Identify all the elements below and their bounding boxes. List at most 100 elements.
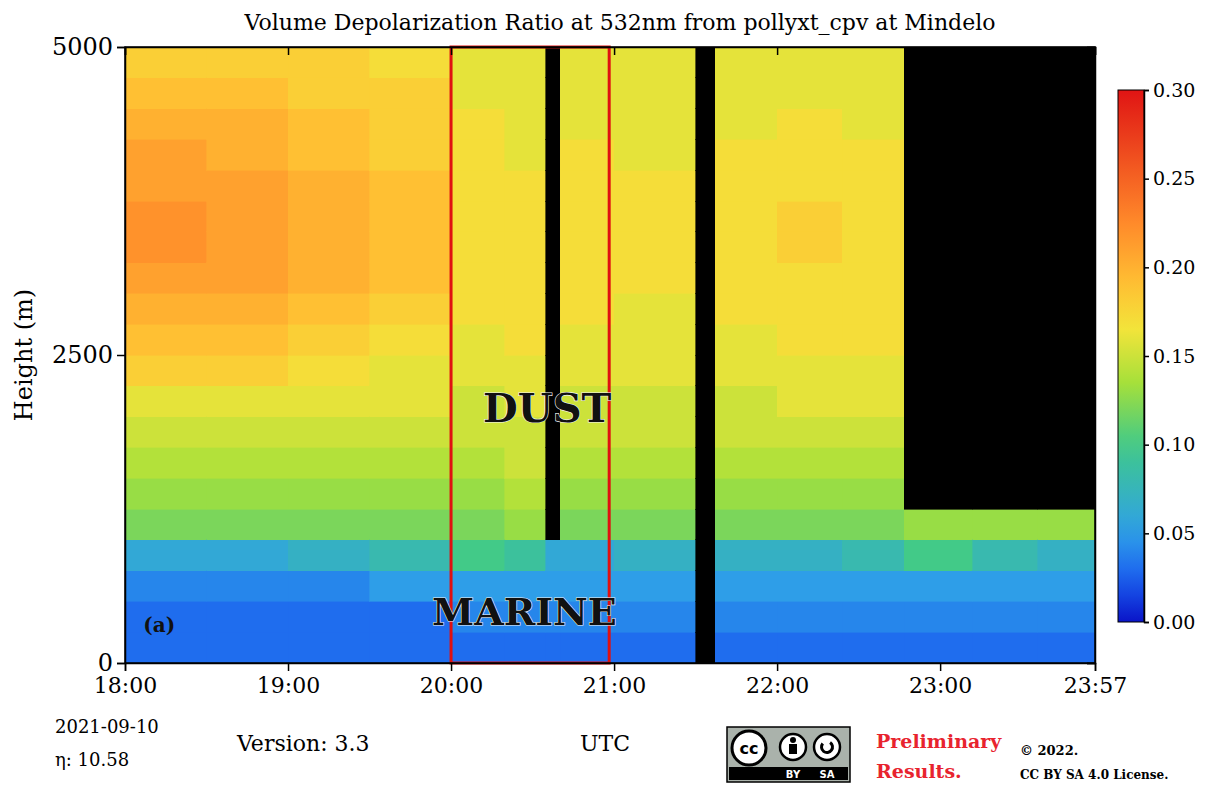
tick: 0.20 xyxy=(1144,256,1195,278)
y-axis: 0 2500 5000 xyxy=(52,33,126,677)
tick: 0.10 xyxy=(1144,433,1195,455)
chart: 18:0019:0020:0021:0022:0023:0023:5702500… xyxy=(0,0,1208,787)
tick-label: 2500 xyxy=(52,341,113,369)
tick: 19:00 xyxy=(257,663,320,698)
heatmap-cell xyxy=(560,293,614,324)
heatmap-cell xyxy=(207,478,289,509)
no-data-cell xyxy=(973,293,1038,324)
tick-label: 0.05 xyxy=(1153,522,1195,544)
no-data-cell xyxy=(904,47,972,78)
heatmap-cell xyxy=(777,293,842,324)
no-data-cell xyxy=(904,417,972,448)
badge-person-body xyxy=(789,744,797,754)
heatmap-cell xyxy=(842,201,904,232)
license-badge xyxy=(727,727,850,782)
heatmap-cell xyxy=(207,540,289,571)
tick-mark xyxy=(1144,533,1149,535)
tick-label: 0 xyxy=(98,649,113,677)
heatmap-cell xyxy=(973,540,1038,571)
heatmap-cell xyxy=(288,109,370,140)
no-data-cell xyxy=(546,509,561,540)
heatmap-cell xyxy=(904,632,972,663)
heatmap-cell xyxy=(451,201,505,232)
heatmap-cell xyxy=(560,232,614,263)
no-data-cell xyxy=(1038,324,1095,355)
heatmap-cell xyxy=(715,509,777,540)
badge-person-head xyxy=(790,737,796,743)
heatmap-cell xyxy=(370,355,452,386)
heatmap-cell xyxy=(560,447,614,478)
no-data-cell xyxy=(973,78,1038,109)
no-data-cell xyxy=(696,478,716,509)
heatmap-cell xyxy=(451,170,505,201)
axis-line xyxy=(126,48,1096,56)
x-axis-top xyxy=(126,47,1096,55)
heatmap-cell xyxy=(842,109,904,140)
no-data-cell xyxy=(1038,447,1095,478)
heatmap-cell xyxy=(777,232,842,263)
heatmap-cell xyxy=(777,417,842,448)
heatmap-cell xyxy=(1038,601,1095,632)
heatmap-cell xyxy=(505,324,546,355)
tick-label: 23:00 xyxy=(909,673,972,698)
no-data-cell xyxy=(1038,170,1095,201)
heatmap-cell xyxy=(207,47,289,78)
heatmap-cell xyxy=(777,47,842,78)
heatmap-cell xyxy=(560,632,614,663)
heatmap-cell xyxy=(125,201,207,232)
heatmap-cell xyxy=(125,263,207,294)
heatmap-cell xyxy=(546,540,561,571)
heatmap-cell xyxy=(777,447,842,478)
plot-frame xyxy=(125,47,1095,663)
no-data-cell xyxy=(546,447,561,478)
heatmap-cell xyxy=(125,78,207,109)
heatmap-cell xyxy=(451,47,505,78)
axis-line xyxy=(117,48,126,664)
heatmap-cell xyxy=(505,540,546,571)
heatmap-cell xyxy=(560,170,614,201)
tick-label: 0.30 xyxy=(1153,79,1195,101)
heatmap-cell xyxy=(451,324,505,355)
no-data-cell xyxy=(904,139,972,170)
heatmap-cell xyxy=(614,447,696,478)
tick-label: 5000 xyxy=(52,33,113,61)
heatmap-cell xyxy=(125,232,207,263)
no-data-cell xyxy=(904,109,972,140)
tick-mark xyxy=(1087,355,1095,357)
heatmap-cell xyxy=(288,263,370,294)
no-data-cell xyxy=(973,47,1038,78)
no-data-cell xyxy=(1038,232,1095,263)
heatmap-cell xyxy=(777,355,842,386)
no-data-cell xyxy=(696,417,716,448)
heatmap-cell xyxy=(777,263,842,294)
no-data-cell xyxy=(904,170,972,201)
heatmap-cell xyxy=(715,263,777,294)
heatmap-cell xyxy=(560,201,614,232)
tick-mark xyxy=(117,355,125,357)
heatmap-cell xyxy=(614,601,696,632)
tick-label: 0.00 xyxy=(1153,611,1195,633)
heatmap-cell xyxy=(614,139,696,170)
heatmap-cell xyxy=(370,447,452,478)
no-data-cell xyxy=(904,447,972,478)
no-data-cell xyxy=(546,109,561,140)
no-data-cell xyxy=(904,478,972,509)
tick: 0.25 xyxy=(1144,167,1195,189)
no-data-cell xyxy=(696,263,716,294)
heatmap-cell xyxy=(207,355,289,386)
heatmap-cell xyxy=(777,201,842,232)
heatmap-cell xyxy=(505,632,546,663)
heatmap-cell xyxy=(777,632,842,663)
heatmap-cell xyxy=(505,263,546,294)
heatmap-cell xyxy=(973,601,1038,632)
badge-by: BY xyxy=(786,769,801,780)
heatmap-cell xyxy=(288,478,370,509)
tick: 0.15 xyxy=(1144,345,1195,367)
badge-icon xyxy=(780,734,806,760)
heatmap-cell xyxy=(288,447,370,478)
heatmap-cell xyxy=(207,386,289,417)
no-data-cell xyxy=(973,263,1038,294)
no-data-cell xyxy=(696,232,716,263)
heatmap-cell xyxy=(842,47,904,78)
heatmap-cell xyxy=(715,632,777,663)
